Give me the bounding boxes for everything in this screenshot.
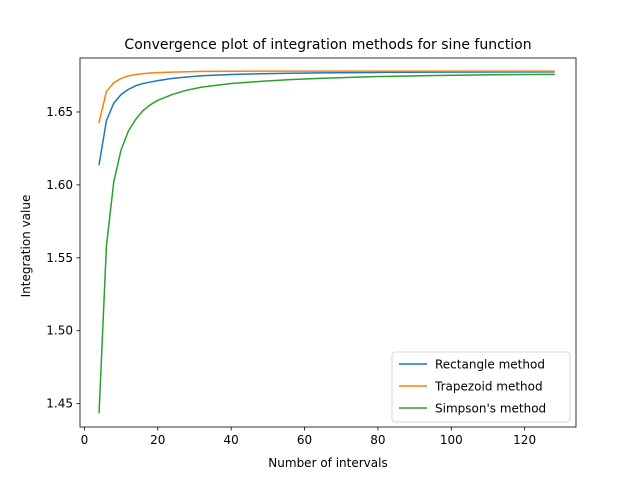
y-axis-label: Integration value — [19, 195, 33, 298]
legend-label: Trapezoid method — [434, 380, 543, 394]
x-tick-label: 120 — [513, 433, 536, 447]
y-axis-ticks: 1.45 1.50 1.55 1.60 1.65 — [46, 105, 80, 411]
legend: Rectangle method Trapezoid method Simpson'… — [391, 351, 571, 423]
y-tick-label: 1.65 — [46, 105, 73, 119]
x-tick-label: 60 — [297, 433, 312, 447]
x-axis-label: Number of intervals — [268, 456, 387, 470]
series-line-rectangle-method — [98, 71, 555, 166]
x-tick-label: 0 — [81, 433, 89, 447]
x-tick-label: 20 — [150, 433, 165, 447]
x-axis-ticks: 0 20 40 60 80 100 120 — [81, 427, 536, 447]
y-tick-label: 1.45 — [46, 397, 73, 411]
series-line-simpson-s-method — [98, 73, 555, 414]
series-line-trapezoid-method — [98, 70, 555, 124]
y-tick-label: 1.50 — [46, 324, 73, 338]
y-tick-label: 1.60 — [46, 178, 73, 192]
chart-title: Convergence plot of integration methods … — [124, 37, 531, 53]
y-tick-label: 1.55 — [46, 251, 73, 265]
legend-box — [391, 351, 571, 423]
legend-label: Simpson's method — [435, 402, 546, 416]
x-tick-label: 40 — [224, 433, 239, 447]
legend-label: Rectangle method — [435, 358, 545, 372]
plot-lines — [98, 70, 555, 414]
axes-frame — [79, 57, 577, 428]
x-tick-label: 80 — [370, 433, 385, 447]
x-tick-label: 100 — [440, 433, 463, 447]
